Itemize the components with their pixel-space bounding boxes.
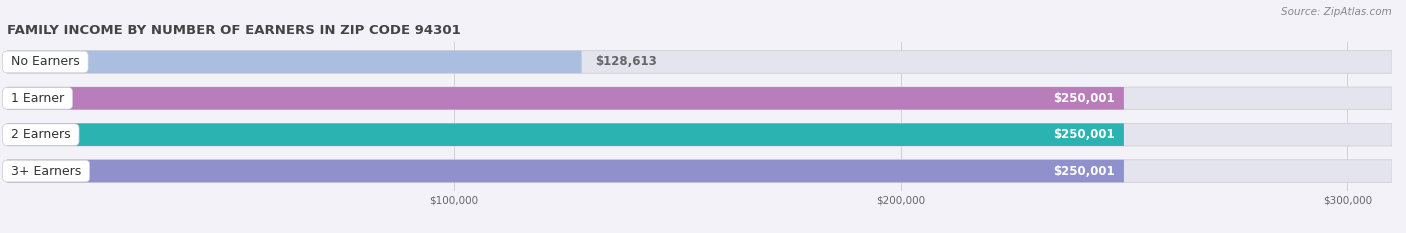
Text: 1 Earner: 1 Earner (7, 92, 67, 105)
FancyBboxPatch shape (7, 123, 1392, 146)
Text: 2 Earners: 2 Earners (7, 128, 75, 141)
Text: $250,001: $250,001 (1053, 164, 1115, 178)
Text: No Earners: No Earners (7, 55, 84, 69)
FancyBboxPatch shape (7, 87, 1123, 110)
Text: $250,001: $250,001 (1053, 92, 1115, 105)
Text: FAMILY INCOME BY NUMBER OF EARNERS IN ZIP CODE 94301: FAMILY INCOME BY NUMBER OF EARNERS IN ZI… (7, 24, 461, 37)
Text: $128,613: $128,613 (595, 55, 657, 69)
FancyBboxPatch shape (7, 160, 1392, 182)
Text: $250,001: $250,001 (1053, 128, 1115, 141)
FancyBboxPatch shape (7, 51, 1392, 73)
FancyBboxPatch shape (7, 123, 1123, 146)
Text: 3+ Earners: 3+ Earners (7, 164, 86, 178)
FancyBboxPatch shape (7, 160, 1123, 182)
FancyBboxPatch shape (7, 87, 1392, 110)
FancyBboxPatch shape (7, 51, 582, 73)
Text: Source: ZipAtlas.com: Source: ZipAtlas.com (1281, 7, 1392, 17)
